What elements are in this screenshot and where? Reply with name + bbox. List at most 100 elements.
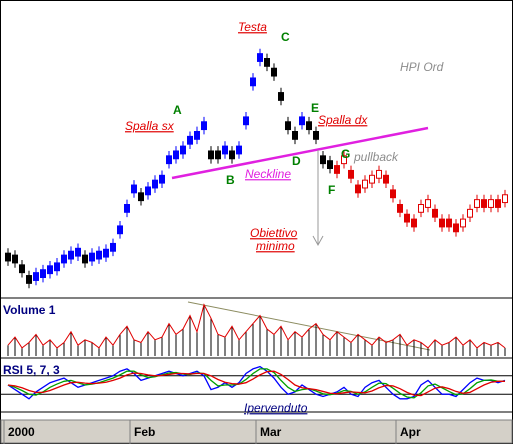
candle-body (159, 174, 165, 184)
candle-body (61, 254, 67, 264)
candle-body (40, 269, 46, 279)
annotation: G (341, 147, 350, 161)
candle-body (138, 192, 144, 202)
candle-body (257, 53, 263, 62)
candle-body (110, 242, 116, 252)
annotation: minimo (256, 239, 295, 253)
candle-body (75, 247, 81, 257)
candle-body (411, 218, 417, 228)
panel-title: RSI 5, 7, 3 (3, 363, 60, 377)
candle-body (180, 145, 186, 155)
annotation: Neckline (245, 167, 291, 181)
neckline (171, 126, 429, 180)
candle-body (117, 225, 123, 235)
candle-body (446, 218, 452, 228)
candle-body (299, 116, 305, 126)
candle-body (362, 179, 368, 189)
candle-body (222, 145, 228, 155)
annotation: E (311, 101, 319, 115)
x-tick-label: Mar (260, 425, 282, 439)
candle-body (68, 250, 74, 260)
annotation: D (292, 154, 301, 168)
candle-body (19, 264, 25, 274)
candle-body (54, 262, 60, 272)
candle-body (271, 67, 277, 77)
candle-body (243, 116, 249, 126)
candle-body (131, 184, 137, 194)
marks: 2000 Feb Mar Apr (0, 48, 513, 444)
annotation: Testa (238, 20, 267, 34)
candle-body (474, 199, 480, 208)
candle-body (292, 131, 298, 140)
annotation: pullback (353, 150, 399, 164)
candle-body (96, 250, 102, 260)
candle-body (390, 189, 396, 199)
candle-body (26, 275, 32, 284)
candle-body (152, 179, 158, 189)
candle-body (383, 174, 389, 184)
candle-body (82, 254, 88, 264)
candle-body (187, 135, 193, 145)
candle-body (467, 208, 473, 218)
candle-body (47, 265, 53, 275)
candle-body (33, 272, 39, 281)
x-tick-label: Apr (400, 425, 421, 439)
x-tick-label: Feb (134, 425, 155, 439)
candle-body (495, 199, 501, 208)
candle-body (341, 155, 347, 165)
volume-line (7, 303, 506, 349)
candle-body (264, 58, 270, 67)
volume-trendline (187, 301, 431, 351)
candle-body (5, 252, 11, 262)
candle-body (89, 252, 95, 262)
x-tick-label: 2000 (8, 425, 35, 439)
candle-body (425, 199, 431, 208)
candle-body (236, 145, 242, 155)
candle-body (376, 169, 382, 179)
candle-body (12, 254, 18, 264)
candle-body (306, 121, 312, 131)
candle-body (145, 186, 151, 196)
target-arrowhead (312, 235, 324, 247)
annotation: HPI Ord (400, 60, 444, 74)
candle-body (103, 248, 109, 258)
candle-body (369, 174, 375, 184)
rsi-line (7, 368, 505, 399)
candle-body (229, 150, 235, 160)
candle-body (124, 204, 130, 213)
candle-body (173, 150, 179, 160)
annotation: B (226, 173, 235, 187)
rsi-line (7, 370, 505, 397)
candle-body (453, 223, 459, 233)
candle-body (432, 208, 438, 218)
candle-body (418, 204, 424, 213)
annotation: Obiettivo (250, 226, 298, 240)
candle-body (201, 121, 207, 131)
candle-body (334, 165, 340, 174)
annotation: C (281, 30, 290, 44)
panel-title: Volume 1 (3, 303, 56, 317)
candle-body (320, 155, 326, 165)
candle-body (460, 218, 466, 228)
annotation: Spalla dx (318, 113, 368, 127)
candle-body (166, 155, 172, 165)
annotation: A (173, 103, 182, 117)
candle-body (348, 169, 354, 179)
candle-body (327, 160, 333, 169)
candle-body (194, 131, 200, 140)
candle-body (488, 199, 494, 208)
annotation: F (328, 183, 335, 197)
candle-body (215, 150, 221, 160)
annotation: Spalla sx (125, 119, 175, 133)
candle-body (285, 121, 291, 131)
candle-body (502, 194, 508, 204)
annotation: Ipervenduto (244, 401, 308, 415)
candle-body (404, 213, 410, 223)
candle-body (481, 199, 487, 208)
candle-body (278, 92, 284, 101)
candle-body (313, 131, 319, 140)
candle-body (397, 204, 403, 213)
candle-body (208, 150, 214, 160)
